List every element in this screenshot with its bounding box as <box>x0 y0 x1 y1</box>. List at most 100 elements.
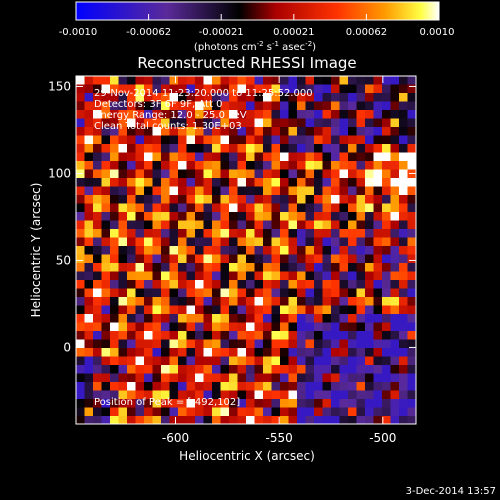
heatmap-cell <box>373 382 383 392</box>
heatmap-cell <box>84 237 94 247</box>
heatmap-cell <box>237 161 247 171</box>
heatmap-cell <box>365 144 375 154</box>
heatmap-cell <box>101 186 111 196</box>
heatmap-cell <box>348 84 358 94</box>
heatmap-cell <box>101 305 111 315</box>
heatmap-cell <box>110 186 120 196</box>
heatmap-cell <box>407 356 416 366</box>
heatmap-cell <box>110 322 120 332</box>
heatmap-cell <box>144 356 154 366</box>
heatmap-cell <box>195 339 205 349</box>
heatmap-cell <box>382 382 392 392</box>
heatmap-cell <box>399 382 409 392</box>
heatmap-cell <box>373 246 383 256</box>
heatmap-cell <box>407 288 416 298</box>
heatmap-cell <box>356 169 366 179</box>
heatmap-cell <box>76 373 86 383</box>
heatmap-cell <box>246 237 256 247</box>
heatmap-cell <box>365 195 375 205</box>
heatmap-cell <box>203 76 213 86</box>
heatmap-cell <box>237 373 247 383</box>
heatmap-cell <box>229 178 239 188</box>
heatmap-cell <box>365 118 375 128</box>
heatmap-cell <box>373 305 383 315</box>
heatmap-cell <box>93 135 103 145</box>
heatmap-cell <box>305 356 315 366</box>
heatmap-cell <box>322 237 332 247</box>
y-tick-label: 0 <box>63 340 71 354</box>
heatmap-cell <box>144 390 154 400</box>
heatmap-cell <box>161 399 171 409</box>
heatmap-cell <box>246 161 256 171</box>
heatmap-cell <box>390 127 400 137</box>
heatmap-cell <box>203 399 213 409</box>
heatmap-cell <box>76 390 86 400</box>
heatmap-cell <box>135 399 145 409</box>
heatmap-cell <box>220 135 230 145</box>
heatmap-cell <box>297 382 307 392</box>
heatmap-cell <box>288 127 298 137</box>
heatmap-cell <box>365 161 375 171</box>
heatmap-cell <box>246 356 256 366</box>
heatmap-cell <box>76 161 86 171</box>
heatmap-cell <box>246 169 256 179</box>
heatmap-cell <box>110 348 120 358</box>
heatmap-cell <box>110 314 120 324</box>
heatmap-cell <box>254 280 264 290</box>
heatmap-cell <box>339 390 349 400</box>
x-tick-label: -550 <box>266 431 293 445</box>
heatmap-cell <box>127 382 137 392</box>
heatmap-cell <box>110 263 120 273</box>
heatmap-cell <box>186 144 196 154</box>
heatmap-cell <box>203 161 213 171</box>
heatmap-cell <box>118 212 128 222</box>
heatmap-cell <box>407 195 416 205</box>
heatmap-cell <box>297 84 307 94</box>
heatmap-cell <box>178 297 188 307</box>
heatmap-cell <box>339 263 349 273</box>
heatmap-cell <box>169 110 179 120</box>
heatmap-cell <box>271 152 281 162</box>
heatmap-cell <box>152 169 162 179</box>
heatmap-cell <box>373 339 383 349</box>
heatmap-cell <box>169 254 179 264</box>
heatmap-cell <box>101 135 111 145</box>
heatmap-cell <box>127 271 137 281</box>
heatmap-cell <box>348 407 358 417</box>
heatmap-cell <box>237 152 247 162</box>
heatmap-cell <box>390 263 400 273</box>
heatmap-cell <box>118 144 128 154</box>
heatmap-cell <box>322 348 332 358</box>
heatmap-cell <box>237 76 247 86</box>
heatmap-cell <box>339 254 349 264</box>
heatmap-cell <box>288 135 298 145</box>
heatmap-cell <box>144 297 154 307</box>
heatmap-cell <box>373 110 383 120</box>
heatmap-cell <box>144 280 154 290</box>
heatmap-cell <box>169 356 179 366</box>
heatmap-cell <box>246 76 256 86</box>
heatmap-cell <box>203 314 213 324</box>
heatmap-cell <box>195 76 205 86</box>
heatmap-cell <box>186 339 196 349</box>
heatmap-cell <box>237 195 247 205</box>
heatmap-cell <box>305 169 315 179</box>
heatmap-cell <box>390 356 400 366</box>
heatmap-cell <box>246 399 256 409</box>
heatmap-cell <box>161 390 171 400</box>
heatmap-cell <box>110 203 120 213</box>
heatmap-cell <box>195 373 205 383</box>
heatmap-cell <box>373 127 383 137</box>
heatmap-cell <box>271 220 281 230</box>
heatmap-cell <box>127 127 137 137</box>
heatmap-cell <box>373 169 383 179</box>
heatmap-cell <box>263 76 273 86</box>
heatmap-cell <box>84 178 94 188</box>
heatmap-cell <box>161 229 171 239</box>
heatmap-cell <box>331 220 341 230</box>
heatmap-cell <box>348 229 358 239</box>
heatmap-cell <box>144 314 154 324</box>
heatmap-cell <box>288 407 298 417</box>
heatmap-cell <box>76 416 86 424</box>
heatmap-cell <box>135 297 145 307</box>
